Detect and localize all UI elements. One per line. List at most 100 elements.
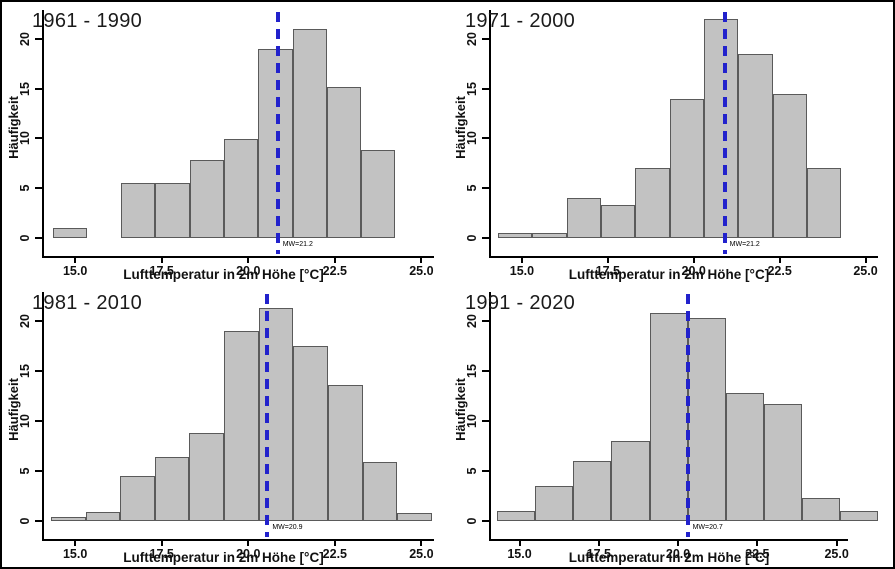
y-axis-tick [35,237,42,239]
y-axis-tick [35,37,42,40]
y-axis-tick [482,320,489,322]
histogram-bar [155,183,190,238]
histogram-panel-1991-2020: 15.0 17.5 20.0 22.5 25.0 0 5 10 15 20 MW=20.7 1991… [449,284,893,567]
plot-area: 15.0 17.5 20.0 22.5 25.0 0 5 10 15 20 MW=21.2 [449,2,893,284]
y-axis-tick [482,470,489,472]
mean-line [685,294,690,537]
x-tick-label: 17.5 [595,264,620,278]
histogram-bar [120,476,155,521]
mean-line [265,294,270,537]
x-axis-line [42,539,434,541]
y-axis-label-container: Häufigkeit [451,298,469,521]
x-tick-label: 25.0 [824,547,849,561]
y-axis-label: Häufigkeit [5,378,21,441]
x-axis-tick [247,258,250,263]
histogram-bar [801,498,840,521]
histogram-bar [573,461,612,521]
x-tick-label: 17.5 [149,547,174,561]
x-tick-label: 20.0 [236,547,261,561]
y-axis-label-container: Häufigkeit [451,16,469,238]
y-axis-tick [482,520,489,522]
y-axis-line [42,10,44,258]
histogram-bar [327,385,363,521]
x-tick-label: 22.5 [745,547,770,561]
histogram-bar [52,228,87,238]
histogram-bar [258,308,294,521]
mean-value-label: MW=20.7 [691,524,724,531]
x-tick-label: 15.0 [509,264,535,278]
x-axis-tick [778,258,781,263]
x-tick-label: 25.0 [409,264,434,278]
histogram-bar [50,517,86,521]
y-axis-label: Häufigkeit [452,95,468,159]
x-axis-tick [74,258,77,263]
x-tick-label: 20.0 [236,264,261,278]
x-axis-tick [606,258,609,263]
y-axis-tick [482,87,489,90]
histogram-bar [189,433,225,521]
histogram-bar [258,48,293,238]
histogram-bar [224,139,259,238]
x-axis-line [489,256,878,258]
histogram-bar [497,511,536,521]
y-axis-tick [482,187,489,190]
y-axis-tick [35,420,42,422]
x-tick-label: 17.5 [586,547,611,561]
y-axis-tick [35,87,42,90]
x-axis-tick [692,258,695,263]
x-axis-tick [247,541,250,546]
x-tick-label: 25.0 [853,264,878,278]
mean-line [275,12,280,254]
x-axis-tick [160,541,163,546]
plot-area: 15.0 17.5 20.0 22.5 25.0 0 5 10 15 20 MW=21.2 [2,2,449,284]
histogram-bar [611,441,650,521]
x-tick-label: 22.5 [322,547,348,561]
x-tick-label: 20.0 [665,547,691,561]
histogram-bar [532,233,567,238]
x-axis-label: Lufttemperatur in 2m Höhe [°C] [568,267,770,282]
x-axis-tick [864,258,867,263]
histogram-panel-1961-1990: 15.0 17.5 20.0 22.5 25.0 0 5 10 15 20 MW=21.2 1961… [2,2,449,284]
y-axis-line [489,10,491,258]
y-axis-tick [35,520,42,522]
histogram-bar [669,98,705,238]
x-tick-label: 17.5 [149,264,174,278]
histogram-bar [535,486,574,521]
x-axis-tick [160,258,163,263]
x-axis-label: Lufttemperatur in 2m Höhe [°C] [123,550,324,565]
y-axis-line [42,292,44,541]
x-axis-label: Lufttemperatur in 2m Höhe [°C] [123,267,324,282]
plot-area: 15.0 17.5 20.0 22.5 25.0 0 5 10 15 20 MW=20.7 [449,284,893,567]
histogram-bar [566,198,601,238]
panel-title: 1971 - 2000 [465,10,576,32]
mean-value-label: MW=20.9 [271,524,304,531]
histogram-panel-1981-2010: 15.0 17.5 20.0 22.5 25.0 0 5 10 15 20 MW=20.9 1981… [2,284,449,567]
panel-title: 1981 - 2010 [32,292,143,314]
histogram-bar [649,313,688,521]
y-axis-label-container: Häufigkeit [4,16,22,238]
x-tick-label: 15.0 [62,264,88,278]
histogram-bar [497,233,533,238]
plot-area: 15.0 17.5 20.0 22.5 25.0 0 5 10 15 20 MW=20.9 [2,284,449,567]
panel-title: 1961 - 1990 [32,10,143,32]
histogram-bar [725,393,764,521]
y-axis-tick [35,370,42,372]
histogram-bar [362,462,398,521]
y-axis-label-container: Häufigkeit [4,298,22,521]
mean-line [722,12,727,254]
histogram-bar [189,160,225,238]
histogram-bar [361,150,396,238]
x-axis-tick [597,541,600,546]
y-axis-line [489,292,491,541]
y-axis-tick [482,420,489,422]
histogram-bar [154,457,190,521]
y-axis-tick [482,37,489,40]
histogram-bar [600,205,636,238]
y-axis-tick [482,137,489,140]
mean-value-label: MW=21.2 [281,241,314,248]
x-axis-tick [74,541,77,546]
histogram-bar [704,18,739,238]
x-axis-tick [835,541,838,546]
histogram-bar [807,168,842,238]
histogram-bar [738,53,773,238]
